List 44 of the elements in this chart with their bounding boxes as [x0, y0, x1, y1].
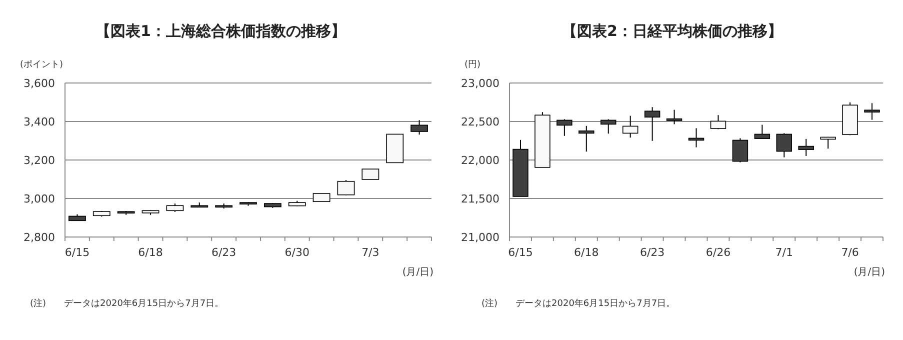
candlestick — [337, 180, 355, 196]
x-tick-label: 6/30 — [284, 246, 310, 259]
candlestick — [754, 124, 770, 140]
candlestick — [578, 125, 594, 152]
y-tick-label: 3,200 — [24, 154, 55, 167]
x-tick-label: 6/23 — [211, 246, 236, 259]
y-tick-label: 3,600 — [24, 77, 55, 90]
text: (注) データは2020年6月15日から7月7日。 — [30, 298, 224, 309]
y-tick-label: 22,000 — [461, 154, 500, 167]
x-tick-label: 6/15 — [508, 246, 533, 259]
x-tick-label: 7/1 — [775, 246, 793, 259]
candlestick — [556, 118, 572, 136]
y-tick-label: 21,500 — [461, 192, 500, 206]
x-axis-title: (月/日) — [854, 267, 886, 278]
candlestick — [798, 138, 814, 156]
x-tick-label: 7/6 — [841, 246, 859, 259]
candlestick — [600, 118, 616, 134]
x-tick-label: 6/18 — [574, 246, 599, 259]
y-tick-label: 21,000 — [461, 231, 500, 244]
x-tick-label: 6/26 — [706, 246, 731, 259]
y-tick-label: 23,000 — [461, 77, 500, 90]
candlestick — [622, 115, 638, 138]
candlestick — [776, 132, 792, 158]
candlestick — [644, 106, 660, 142]
x-tick-label: 6/15 — [64, 246, 90, 259]
x-axis-title: (月/日) — [402, 267, 434, 278]
candlestick — [864, 102, 880, 120]
candlestick — [666, 109, 682, 125]
chart-title: 【図表2：日経平均株価の推移】 — [562, 22, 782, 40]
text: (注) データは2020年6月15日から7月7日。 — [482, 298, 676, 309]
candlestick — [362, 168, 380, 180]
chart-title: 【図表1：上海総合株価指数の推移】 — [96, 22, 346, 40]
x-tick-label: 6/18 — [138, 246, 163, 259]
candlestick — [710, 114, 726, 130]
y-tick-label: 3,000 — [24, 192, 55, 206]
y-tick-label: 3,400 — [24, 116, 55, 128]
candlestick — [410, 120, 428, 136]
candlestick — [732, 138, 748, 163]
x-tick-label: 6/23 — [640, 246, 665, 259]
y-tick-label: 2,800 — [24, 231, 55, 244]
y-axis-title: (円) — [464, 60, 481, 70]
y-tick-label: 22,500 — [461, 116, 500, 128]
x-tick-label: 7/3 — [362, 246, 380, 259]
y-axis-title: (ポイント) — [20, 60, 64, 70]
